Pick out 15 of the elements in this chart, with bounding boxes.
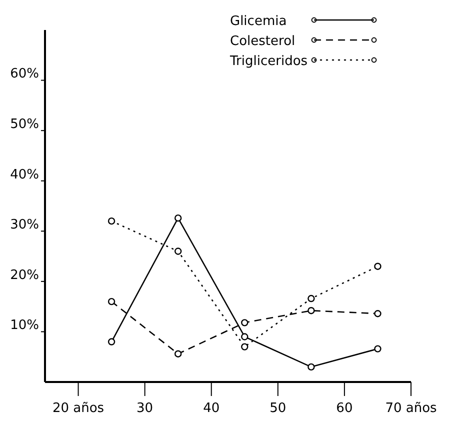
legend-label: Trigliceridos — [229, 54, 308, 69]
y-tick-label: 50% — [10, 116, 39, 132]
y-tick-label: 60% — [10, 66, 39, 82]
x-tick-label: 40 — [203, 401, 220, 416]
y-tick-label: 20% — [10, 268, 39, 283]
x-tick-label: 70 años — [385, 401, 438, 416]
legend-label: Glicemia — [230, 14, 287, 29]
y-tick-label: 30% — [10, 218, 39, 233]
x-tick-label: 20 años — [52, 401, 104, 416]
x-tick-label: 60 — [336, 401, 353, 416]
y-tick-label: 10% — [10, 318, 39, 334]
x-tick-label: 30 — [136, 401, 154, 416]
legend-label: Colesterol — [230, 34, 296, 49]
y-tick-label: 40% — [10, 167, 39, 182]
x-tick-label: 50 — [270, 401, 286, 416]
